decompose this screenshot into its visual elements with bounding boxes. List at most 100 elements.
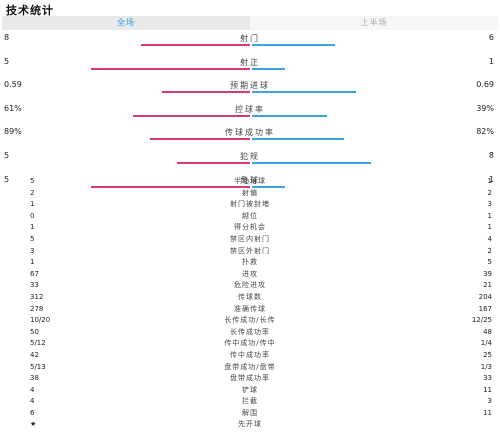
away-value: 1/4 (480, 339, 492, 348)
home-value: 0 (30, 211, 35, 220)
stat-name: 进攻 (242, 269, 258, 278)
list-stat-row: 42 传中成功率 25 (0, 350, 500, 362)
away-value: 167 (478, 304, 492, 313)
list-stat-row: 5 禁区内射门 4 (0, 234, 500, 246)
away-bar (252, 161, 371, 164)
stat-name: 传中成功/传中 (224, 339, 276, 348)
home-value: 5 (4, 56, 10, 66)
home-value: 33 (30, 281, 39, 290)
away-value: 4 (487, 234, 492, 243)
list-stat-row: 5/13 盘带成功/盘带 1/3 (0, 362, 500, 374)
home-value: 61% (4, 103, 22, 113)
home-value: 4 (30, 385, 35, 394)
stat-name: 长传成功率 (230, 327, 270, 336)
stat-name: 禁区内射门 (230, 234, 270, 243)
tab-bar: 全场 上半场 (2, 16, 498, 30)
home-value: 50 (30, 327, 39, 336)
tab-full-match[interactable]: 全场 (2, 16, 250, 30)
away-value: 12/25 (471, 316, 492, 325)
stat-name: 盘带成功率 (230, 374, 270, 383)
home-value: 5 (4, 150, 10, 160)
bar-stat-row: 5 犯规 8 (0, 150, 500, 174)
away-value: 1 (487, 223, 492, 232)
stat-name: 越位 (242, 211, 258, 220)
home-value: 6 (30, 408, 35, 417)
stat-name: 危险进攻 (234, 281, 266, 290)
home-value: 5/13 (30, 362, 46, 371)
list-stat-row: 67 进攻 39 (0, 269, 500, 281)
stat-name: 长传成功/长传 (224, 316, 276, 325)
stat-name: 传中成功率 (230, 350, 270, 359)
away-value: 1 (488, 174, 494, 184)
home-value: 67 (30, 269, 39, 278)
away-value: 11 (483, 408, 492, 417)
away-value: 39% (476, 103, 494, 113)
bar-stat-row: 8 射门 6 (0, 32, 500, 56)
away-bar (252, 185, 285, 188)
list-stat-row: 5 半场角球 1 (0, 176, 500, 188)
list-stat-row: 1 扑救 5 (0, 257, 500, 269)
stat-name: 射门被封堵 (230, 200, 270, 209)
stat-name: 拦截 (242, 397, 258, 406)
list-stat-row: 33 危险进攻 21 (0, 280, 500, 292)
home-bar (141, 44, 250, 46)
away-value: 204 (478, 292, 492, 301)
home-value: 5 (4, 174, 10, 184)
away-value: 1 (487, 177, 492, 185)
bar-stat-row: 89% 传球成功率 82% (0, 126, 500, 150)
bar-stat-row: 0.59 预期进球 0.69 (0, 79, 500, 103)
away-value: 5 (487, 258, 492, 267)
home-value: 5 (30, 177, 35, 185)
list-stat-row: 10/20 长传成功/长传 12/25 (0, 315, 500, 327)
list-stat-row: 1 得分机会 1 (0, 222, 500, 234)
list-stat-row: 1 射门被封堵 3 (0, 199, 500, 211)
home-bar (162, 91, 250, 94)
stat-name: 传球数 (238, 292, 262, 301)
away-value: 21 (483, 281, 492, 290)
stat-name: 犯规 (240, 151, 260, 161)
away-value: 3 (487, 200, 492, 209)
list-stat-row: 3 禁区外射门 2 (0, 246, 500, 258)
page-title: 技术统计 (6, 4, 54, 17)
bar-stat-row: 5 角球 1 (0, 174, 500, 198)
home-value: 1 (30, 223, 35, 232)
list-stat-row: 6 解围 11 (0, 408, 500, 420)
home-bar (150, 138, 250, 141)
stat-name: 扑救 (242, 258, 258, 267)
away-bar (252, 114, 327, 117)
away-value: 39 (483, 269, 492, 278)
home-value: 8 (4, 33, 10, 42)
home-bar (91, 67, 250, 70)
stat-name: 角球 (240, 175, 260, 185)
away-value: 1/3 (480, 362, 492, 371)
stat-name: 解围 (242, 408, 258, 417)
list-stat-row: 278 准确传球 167 (0, 304, 500, 316)
away-value: 25 (483, 350, 492, 359)
stat-name: 预期进球 (230, 81, 270, 91)
away-value: 2 (487, 246, 492, 255)
away-value: 8 (488, 150, 494, 160)
away-value: 0.69 (476, 80, 494, 90)
home-value: 42 (30, 350, 39, 359)
home-value: 5 (30, 234, 35, 243)
away-value: 11 (483, 385, 492, 394)
stat-name: 准确传球 (234, 304, 266, 313)
stat-name: 盘带成功/盘带 (224, 362, 276, 371)
stat-name: 射正 (240, 57, 260, 67)
stat-name: 先开球 (238, 420, 262, 429)
list-stat-row: 4 拦截 3 (0, 396, 500, 408)
stat-name: 传球成功率 (225, 128, 275, 138)
away-value: 2 (487, 188, 492, 197)
home-bar (91, 185, 250, 188)
away-value: 82% (476, 127, 494, 137)
away-bar (252, 91, 356, 94)
bar-stats-section: 8 射门 6 5 射正 1 0.59 预期进球 0.69 61% 控球率 39% 89% 传球成功率 82%… (0, 32, 500, 197)
away-value: 48 (483, 327, 492, 336)
home-value: 4 (30, 397, 35, 406)
bar-stat-row: 61% 控球率 39% (0, 103, 500, 127)
stat-name: 控球率 (235, 104, 265, 114)
home-bar (133, 114, 250, 117)
list-stat-row: 38 盘带成功率 33 (0, 373, 500, 385)
home-value: 5/12 (30, 339, 46, 348)
tab-first-half[interactable]: 上半场 (250, 16, 498, 30)
